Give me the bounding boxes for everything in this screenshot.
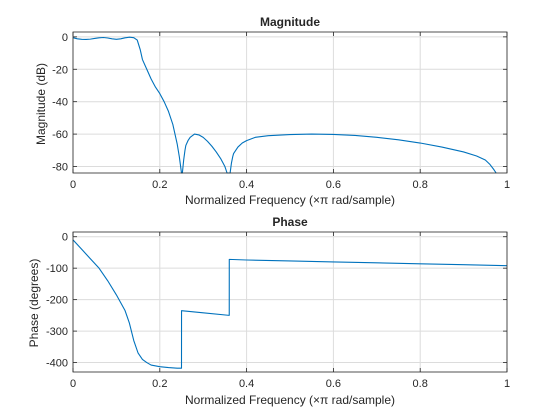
phase-x-tick-label: 0.8 [413, 378, 428, 390]
magnitude-x-tick-label: 0.8 [413, 179, 428, 191]
phase-y-axis-label: Phase (degrees) [27, 259, 41, 348]
magnitude-y-axis-label: Magnitude (dB) [34, 63, 48, 145]
phase-y-tick-label: -100 [46, 263, 68, 275]
phase-y-ticks: 0 -100 -200 -300 -400 [46, 232, 507, 370]
phase-y-grid [73, 236, 507, 364]
phase-axes-frame [72, 231, 508, 373]
magnitude-x-tick-label: 0.6 [326, 179, 341, 191]
magnitude-y-ticks: 0 -20 -40 -60 -80 [52, 32, 507, 174]
phase-y-tick-label: -200 [46, 295, 68, 307]
phase-axes: Phase 0 0.2 0.4 0.6 0.8 1 0 -100 -200 -300 -400 N… [27, 215, 510, 407]
phase-y-tick-label: 0 [62, 232, 68, 244]
magnitude-x-tick-label: 1 [504, 179, 510, 191]
phase-series-line [72, 239, 508, 369]
phase-title: Phase [272, 215, 308, 229]
magnitude-x-ticks: 0 0.2 0.4 0.6 0.8 1 [70, 32, 510, 191]
magnitude-x-tick-label: 0.2 [152, 179, 167, 191]
phase-x-tick-label: 0.6 [326, 378, 341, 390]
magnitude-x-tick-label: 0 [70, 179, 76, 191]
phase-y-tick-label: -300 [46, 326, 68, 338]
magnitude-axes-frame [72, 31, 508, 174]
phase-x-tick-label: 1 [504, 378, 510, 390]
magnitude-axes: Magnitude 0 0.2 0.4 0.6 0.8 1 0 -20 -40 -60 -80 N… [34, 15, 510, 207]
magnitude-y-tick-label: 0 [62, 32, 68, 44]
magnitude-series-line [72, 36, 497, 174]
magnitude-x-axis-label: Normalized Frequency (×π rad/sample) [185, 193, 395, 207]
phase-x-axis-label: Normalized Frequency (×π rad/sample) [185, 393, 395, 407]
magnitude-y-tick-label: -40 [52, 97, 68, 109]
phase-x-tick-label: 0 [70, 378, 76, 390]
phase-x-tick-label: 0.4 [239, 378, 254, 390]
magnitude-y-tick-label: -80 [52, 162, 68, 174]
magnitude-y-tick-label: -20 [52, 64, 68, 76]
magnitude-title: Magnitude [260, 15, 320, 29]
magnitude-y-tick-label: -60 [52, 129, 68, 141]
phase-x-tick-label: 0.2 [152, 378, 167, 390]
phase-y-tick-label: -400 [46, 358, 68, 370]
magnitude-x-tick-label: 0.4 [239, 179, 254, 191]
phase-x-ticks: 0 0.2 0.4 0.6 0.8 1 [70, 232, 510, 390]
